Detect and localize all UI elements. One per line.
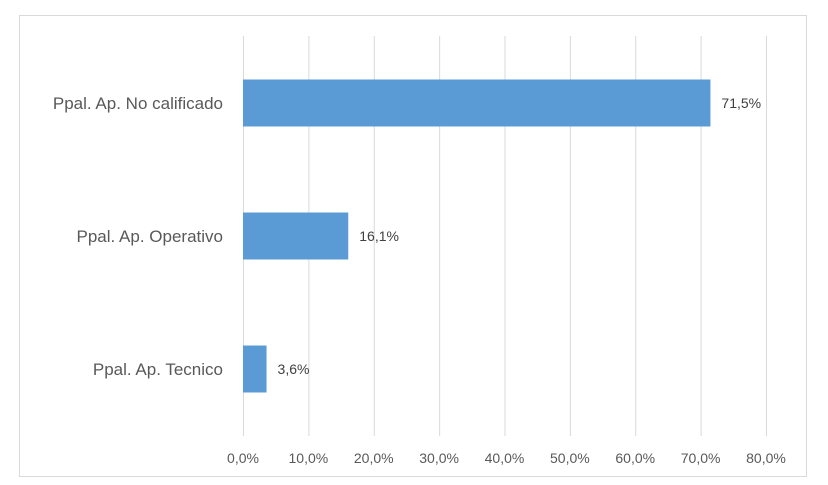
x-tick-label-1: 10,0%: [289, 450, 329, 466]
data-label-2: 3,6%: [278, 361, 310, 377]
data-label-0: 71,5%: [721, 95, 761, 111]
category-label-2: Ppal. Ap. Tecnico: [93, 360, 223, 379]
category-label-1: Ppal. Ap. Operativo: [77, 227, 223, 246]
x-tick-label-3: 30,0%: [419, 450, 459, 466]
x-tick-label-7: 70,0%: [681, 450, 721, 466]
x-tick-label-4: 40,0%: [485, 450, 525, 466]
x-tick-label-5: 50,0%: [550, 450, 590, 466]
x-tick-label-6: 60,0%: [615, 450, 655, 466]
bar-1: [243, 212, 349, 260]
x-tick-label-2: 20,0%: [354, 450, 394, 466]
bar-0: [243, 79, 711, 127]
data-label-1: 16,1%: [359, 228, 399, 244]
bar-2: [243, 345, 267, 393]
x-tick-label-0: 0,0%: [227, 450, 259, 466]
x-tick-label-8: 80,0%: [746, 450, 786, 466]
category-label-0: Ppal. Ap. No calificado: [53, 94, 223, 113]
